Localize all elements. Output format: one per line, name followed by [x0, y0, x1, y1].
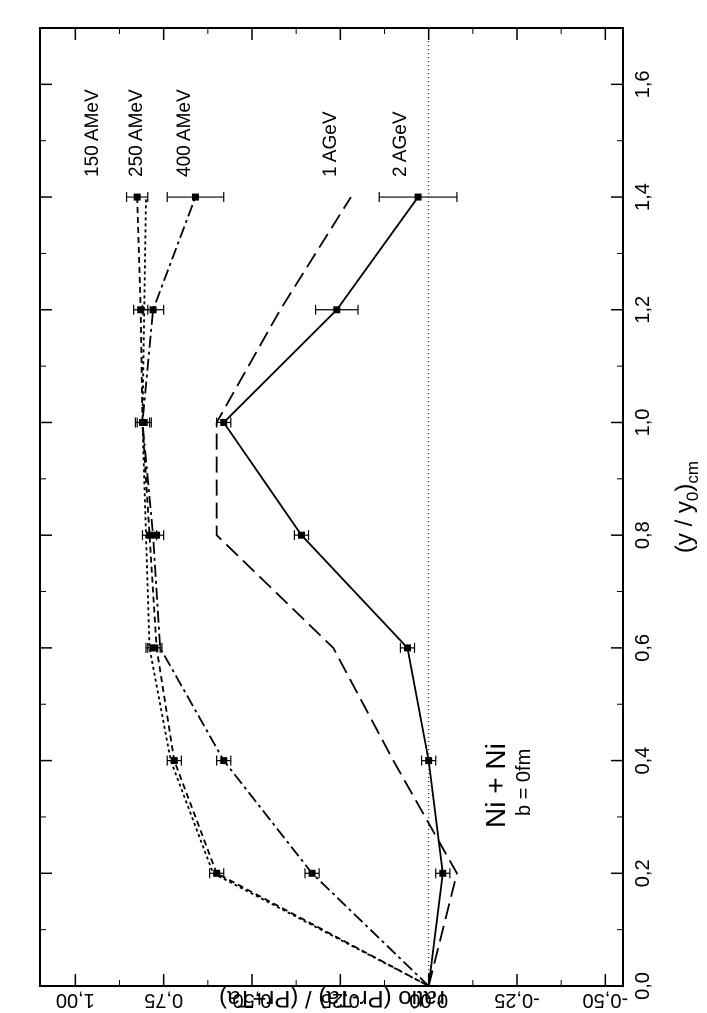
y-tick-label: -0,50 [583, 989, 629, 1011]
x-tick-label: 0,2 [632, 859, 654, 887]
data-point-2-agev [439, 869, 447, 877]
x-tick-label: 0,0 [632, 972, 654, 1000]
data-point-250-amev [153, 531, 161, 539]
x-tick-label: 0,8 [632, 521, 654, 549]
data-point-250-amev [140, 418, 148, 426]
x-tick-label: 1,2 [632, 296, 654, 324]
series-label-150-amev: 150 AMeV [82, 89, 103, 177]
data-point-150-amev [170, 757, 178, 765]
y-tick-label: 0,25 [321, 989, 360, 1011]
y-tick-label: 0,50 [233, 989, 272, 1011]
x-tick-label: 0,6 [632, 634, 654, 662]
x-tick-label: 0,4 [632, 747, 654, 775]
y-tick-label: -0,25 [494, 989, 540, 1011]
data-point-400-amev [308, 869, 316, 877]
annotation-sub: b = 0fm [513, 749, 535, 816]
x-tick-label: 1,4 [632, 183, 654, 211]
data-point-2-agev [403, 644, 411, 652]
series-line-250-amev [141, 197, 430, 987]
y-tick-label: 1,00 [56, 989, 95, 1011]
series-line-150-amev [136, 197, 430, 987]
y-tick-label: 0,00 [409, 989, 448, 1011]
series-label-2-agev: 2 AGeV [390, 111, 411, 177]
data-point-400-amev [220, 757, 228, 765]
x-tick-label: 1,0 [632, 409, 654, 437]
data-point-2-agev [414, 193, 422, 201]
data-point-400-amev [191, 193, 199, 201]
data-point-2-agev [297, 531, 305, 539]
data-point-2-agev [220, 418, 228, 426]
plot-frame [39, 27, 624, 987]
data-point-400-amev [149, 306, 157, 314]
data-point-150-amev [213, 869, 221, 877]
data-point-150-amev [133, 193, 141, 201]
series-label-1-agev: 1 AGeV [320, 111, 341, 177]
annotation-main: Ni + Ni [480, 743, 511, 828]
x-tick-label: 1,6 [632, 70, 654, 98]
x-axis-title: (y / y0)cm [671, 461, 702, 553]
series-label-400-amev: 400 AMeV [174, 89, 195, 177]
series-label-250-amev: 250 AMeV [126, 89, 147, 177]
data-point-2-agev [425, 757, 433, 765]
y-tick-label: 0,75 [144, 989, 183, 1011]
data-point-250-amev [149, 644, 157, 652]
series-line-400-amev [141, 196, 430, 987]
series-line-1-agev [215, 196, 458, 987]
data-point-2-agev [333, 306, 341, 314]
series-line-2-agev [222, 196, 444, 987]
y-axis-title: ratio (Pr-Ta) / (Pr+Ta) [219, 985, 445, 1012]
